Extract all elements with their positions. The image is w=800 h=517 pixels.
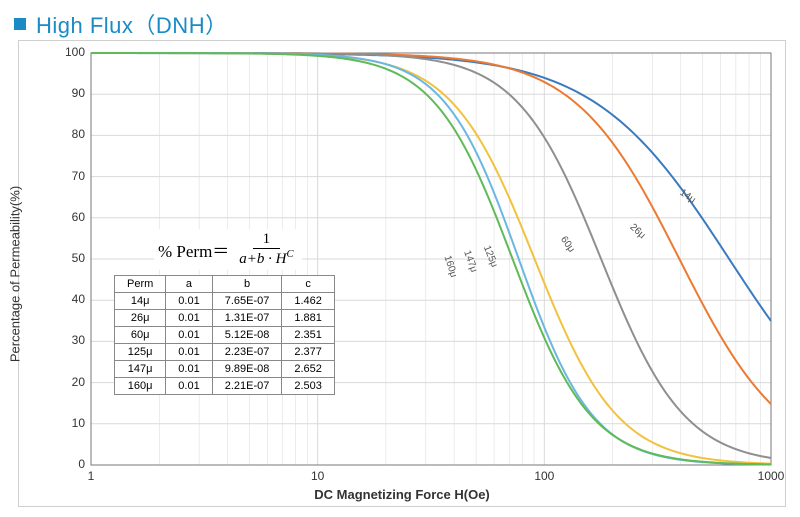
y-tick-label: 10 <box>55 416 85 430</box>
table-cell: 0.01 <box>166 361 212 378</box>
table-cell: 2.23E-07 <box>212 344 282 361</box>
y-tick-label: 50 <box>55 251 85 265</box>
table-cell: 160μ <box>115 378 166 395</box>
table-cell: 0.01 <box>166 378 212 395</box>
x-tick-label: 100 <box>534 469 554 483</box>
table-cell: 147μ <box>115 361 166 378</box>
table-cell: 0.01 <box>166 293 212 310</box>
y-tick-label: 0 <box>55 457 85 471</box>
table-cell: 7.65E-07 <box>212 293 282 310</box>
y-tick-label: 80 <box>55 127 85 141</box>
table-cell: 2.503 <box>282 378 335 395</box>
title-row: High Flux（DNH） <box>0 0 800 40</box>
y-tick-label: 20 <box>55 375 85 389</box>
y-tick-label: 30 <box>55 333 85 347</box>
table-row: 14μ0.017.65E-071.462 <box>115 293 335 310</box>
parameter-table: Permabc14μ0.017.65E-071.46226μ0.011.31E-… <box>114 275 335 395</box>
table-row: 26μ0.011.31E-071.881 <box>115 310 335 327</box>
page: High Flux（DNH） Percentage of Permeabilit… <box>0 0 800 517</box>
table-cell: 0.01 <box>166 344 212 361</box>
y-tick-label: 90 <box>55 86 85 100</box>
table-cell: 125μ <box>115 344 166 361</box>
table-cell: 60μ <box>115 327 166 344</box>
x-tick-label: 10 <box>311 469 324 483</box>
x-tick-label: 1000 <box>758 469 785 483</box>
y-tick-label: 70 <box>55 169 85 183</box>
table-cell: 5.12E-08 <box>212 327 282 344</box>
y-tick-label: 60 <box>55 210 85 224</box>
title-bullet-icon <box>14 18 26 30</box>
chart-area: Percentage of Permeability(%) DC Magneti… <box>18 40 786 507</box>
table-cell: 1.31E-07 <box>212 310 282 327</box>
table-header-cell: b <box>212 276 282 293</box>
table-header-cell: a <box>166 276 212 293</box>
table-cell: 2.652 <box>282 361 335 378</box>
table-cell: 14μ <box>115 293 166 310</box>
table-cell: 1.881 <box>282 310 335 327</box>
x-tick-label: 1 <box>88 469 95 483</box>
page-title: High Flux（DNH） <box>36 8 228 40</box>
table-cell: 9.89E-08 <box>212 361 282 378</box>
table-header-cell: Perm <box>115 276 166 293</box>
table-cell: 2.377 <box>282 344 335 361</box>
table-cell: 0.01 <box>166 310 212 327</box>
table-row: 147μ0.019.89E-082.652 <box>115 361 335 378</box>
table-cell: 2.351 <box>282 327 335 344</box>
table-cell: 2.21E-07 <box>212 378 282 395</box>
table-row: 125μ0.012.23E-072.377 <box>115 344 335 361</box>
formula: % Perm＝1a+b · HC <box>154 229 302 270</box>
table-cell: 0.01 <box>166 327 212 344</box>
table-cell: 26μ <box>115 310 166 327</box>
table-header-cell: c <box>282 276 335 293</box>
y-tick-label: 40 <box>55 292 85 306</box>
table-cell: 1.462 <box>282 293 335 310</box>
table-row: 60μ0.015.12E-082.351 <box>115 327 335 344</box>
y-tick-label: 100 <box>55 45 85 59</box>
table-row: 160μ0.012.21E-072.503 <box>115 378 335 395</box>
